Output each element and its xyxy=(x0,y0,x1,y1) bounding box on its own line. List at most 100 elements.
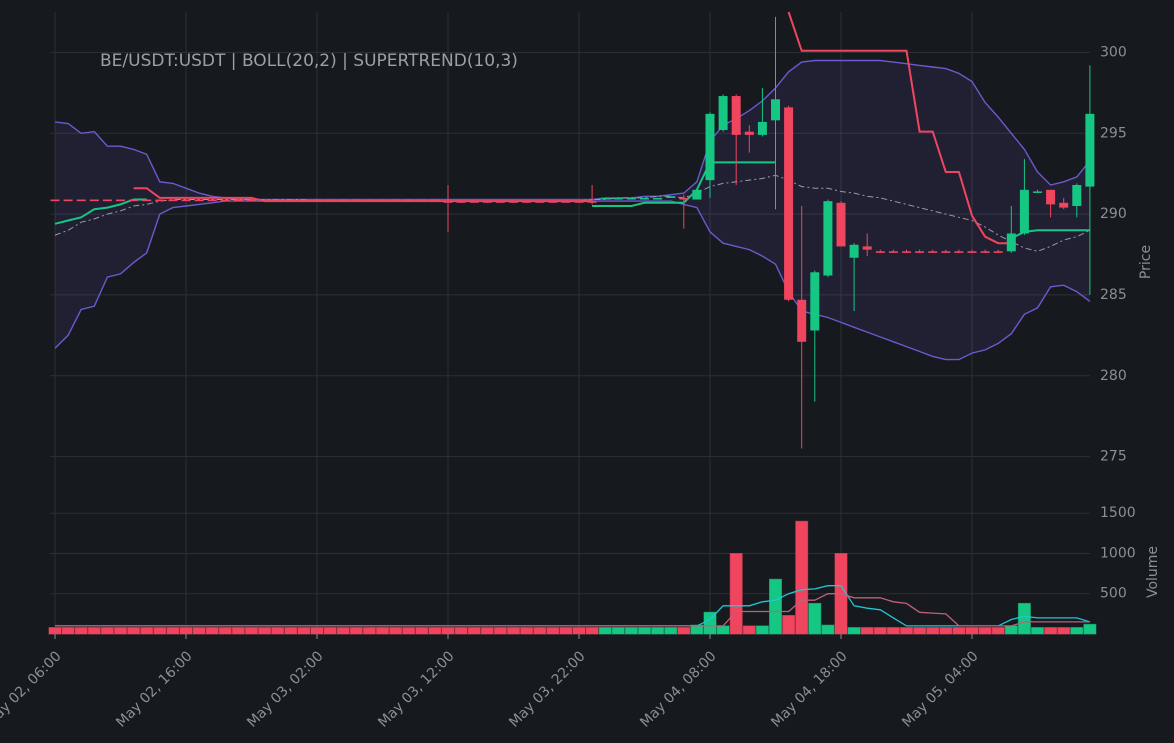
volume-bar xyxy=(205,627,219,635)
volume-bar xyxy=(533,627,547,635)
candle-body xyxy=(1046,189,1056,205)
volume-bar xyxy=(231,627,245,635)
y-tick-label: 290 xyxy=(1100,206,1127,222)
candle-body xyxy=(718,96,728,131)
candle-body xyxy=(391,199,401,202)
candle-body xyxy=(784,107,794,300)
volume-bar xyxy=(166,627,180,635)
candle-body xyxy=(561,201,571,203)
candle-body xyxy=(417,199,427,202)
candle-body xyxy=(63,199,73,202)
candle-body xyxy=(509,201,518,203)
volume-bar xyxy=(559,627,573,635)
candle-body xyxy=(810,272,820,331)
volume-bar xyxy=(48,627,62,635)
candle-body xyxy=(705,113,715,181)
volume-bar xyxy=(520,627,534,635)
chart-title: BE/USDT:USDT | BOLL(20,2) | SUPERTREND(1… xyxy=(100,51,518,71)
volume-bar xyxy=(965,627,979,635)
volume-bar xyxy=(598,627,612,635)
volume-bar xyxy=(1083,623,1097,635)
volume-bar xyxy=(362,627,376,635)
candle-body xyxy=(286,199,296,202)
candle-body xyxy=(849,244,859,258)
candle-body xyxy=(155,199,165,202)
volume-bar xyxy=(873,627,887,635)
candle-body xyxy=(1006,233,1016,252)
candle-body xyxy=(522,201,532,203)
candle-body xyxy=(797,299,807,342)
candle-body xyxy=(548,201,558,203)
candle-body xyxy=(89,199,99,202)
volume-bar xyxy=(61,627,75,635)
candle-body xyxy=(967,251,977,253)
candle-body xyxy=(351,199,361,202)
volume-bar xyxy=(716,625,730,635)
volume-bar xyxy=(755,625,769,635)
candle-body xyxy=(902,251,911,253)
candle-body xyxy=(142,199,152,202)
band-area xyxy=(55,60,1090,360)
trend-line xyxy=(133,11,1012,245)
candle-body xyxy=(273,199,283,202)
volume-bar xyxy=(441,627,455,635)
candle-body xyxy=(194,199,204,202)
candle-body xyxy=(312,199,322,202)
candle-body xyxy=(116,199,125,202)
volume-bar xyxy=(323,627,337,635)
volume-tick-label: 1500 xyxy=(1100,505,1136,521)
volume-axis-label: Volume xyxy=(1145,546,1161,598)
candle-body xyxy=(404,199,414,202)
candle-body xyxy=(862,246,872,250)
volume-tick-label: 500 xyxy=(1100,586,1127,602)
candle-body xyxy=(1085,113,1095,187)
volume-bar xyxy=(336,627,350,635)
volume-bar xyxy=(808,602,822,635)
candle-body xyxy=(207,199,217,202)
candle-body xyxy=(220,199,230,202)
candle-body xyxy=(102,199,112,202)
candle-body xyxy=(495,201,505,203)
volume-line xyxy=(55,593,1090,627)
volume-bar xyxy=(114,627,127,635)
candle-body xyxy=(430,199,440,202)
candle-body xyxy=(1059,202,1069,208)
volume-tick-label: 1000 xyxy=(1100,545,1136,561)
volume-bar xyxy=(742,625,756,635)
candle-body xyxy=(443,201,453,203)
volume-bar xyxy=(860,627,874,635)
candle-body xyxy=(535,201,545,203)
candle-body xyxy=(993,251,1003,253)
volume-bar xyxy=(127,627,141,635)
candle-body xyxy=(482,201,492,203)
candle-body xyxy=(456,201,466,203)
volume-bar xyxy=(140,627,154,635)
candle-body xyxy=(1072,184,1082,206)
volume-bar xyxy=(847,627,861,635)
candle-body xyxy=(50,199,60,202)
candle-body xyxy=(954,251,964,253)
candle-body xyxy=(1033,191,1042,193)
volume-bar xyxy=(284,627,298,635)
volume-bar xyxy=(1044,627,1058,635)
candle-body xyxy=(1019,189,1029,234)
candle-body xyxy=(247,199,256,202)
y-tick-label: 275 xyxy=(1100,449,1127,465)
candle-body xyxy=(692,189,702,200)
candle-body xyxy=(915,251,925,253)
volume-bar xyxy=(389,627,403,635)
volume-bar xyxy=(467,627,481,635)
volume-bar xyxy=(100,627,114,635)
volume-bar xyxy=(690,624,704,635)
candle-body xyxy=(600,197,610,200)
candle-body xyxy=(469,201,479,203)
candle-body xyxy=(731,96,741,135)
volume-bar xyxy=(769,578,782,635)
candle-body xyxy=(587,201,597,203)
volume-bar xyxy=(493,627,507,635)
volume-bar xyxy=(1017,602,1031,635)
volume-bar xyxy=(664,627,678,635)
y-tick-label: 285 xyxy=(1100,287,1127,303)
